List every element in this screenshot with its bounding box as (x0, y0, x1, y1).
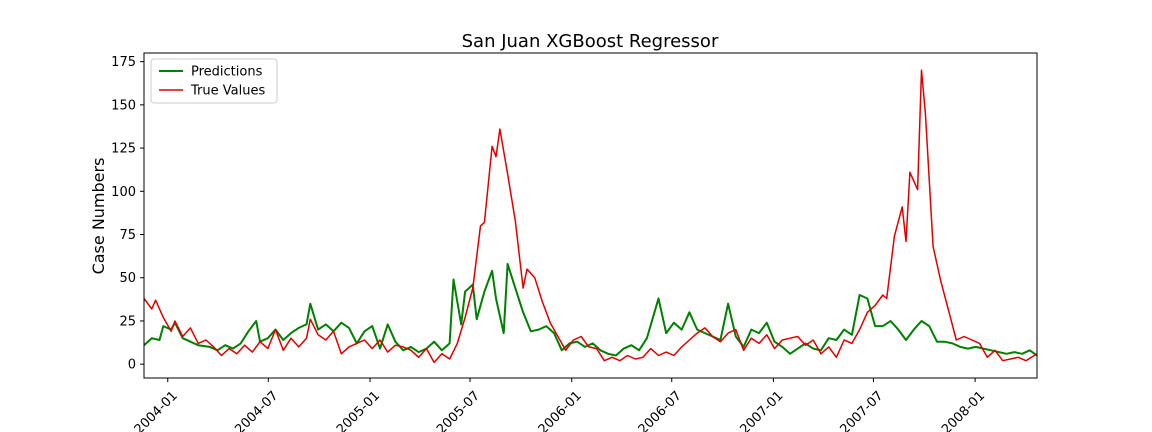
legend: Predictions True Values (150, 58, 278, 104)
x-tick-label: 2004-07 (232, 388, 281, 432)
y-tick-label: 0 (128, 358, 136, 373)
plot-area: 0 25 50 75 100 125 150 175 2004-01 2004-07 2005-01… (111, 52, 1038, 432)
y-tick-label: 25 (119, 314, 136, 329)
x-tick-label: 2005-01 (334, 388, 383, 432)
x-tick-label: 2005-07 (434, 388, 483, 432)
y-tick-label: 50 (119, 271, 136, 286)
y-tick-label: 100 (111, 185, 136, 200)
y-tick-label: 150 (111, 98, 136, 113)
chart-title: San Juan XGBoost Regressor (462, 31, 719, 52)
legend-label: Predictions (191, 65, 263, 80)
x-tick-label: 2006-01 (536, 388, 585, 432)
x-tick-label: 2006-07 (636, 388, 685, 432)
series-line-true-values (143, 69, 1038, 364)
legend-label: True Values (190, 84, 265, 99)
axes-frame (143, 52, 1038, 379)
y-tick-label: 75 (119, 228, 136, 243)
y-axis-title: Case Numbers (89, 158, 108, 275)
y-tick-label: 175 (111, 55, 136, 70)
series-line-predictions (143, 262, 1038, 357)
y-tick-label: 125 (111, 142, 136, 157)
x-tick-label: 2008-01 (939, 388, 988, 432)
x-tick-label: 2007-01 (737, 388, 786, 432)
x-tick-label: 2007-07 (837, 388, 886, 432)
x-tick-label: 2004-01 (132, 388, 181, 432)
